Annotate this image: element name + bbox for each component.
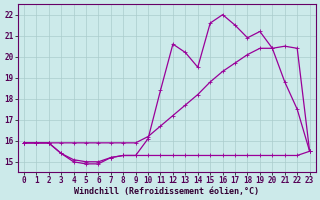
X-axis label: Windchill (Refroidissement éolien,°C): Windchill (Refroidissement éolien,°C) [74, 187, 259, 196]
